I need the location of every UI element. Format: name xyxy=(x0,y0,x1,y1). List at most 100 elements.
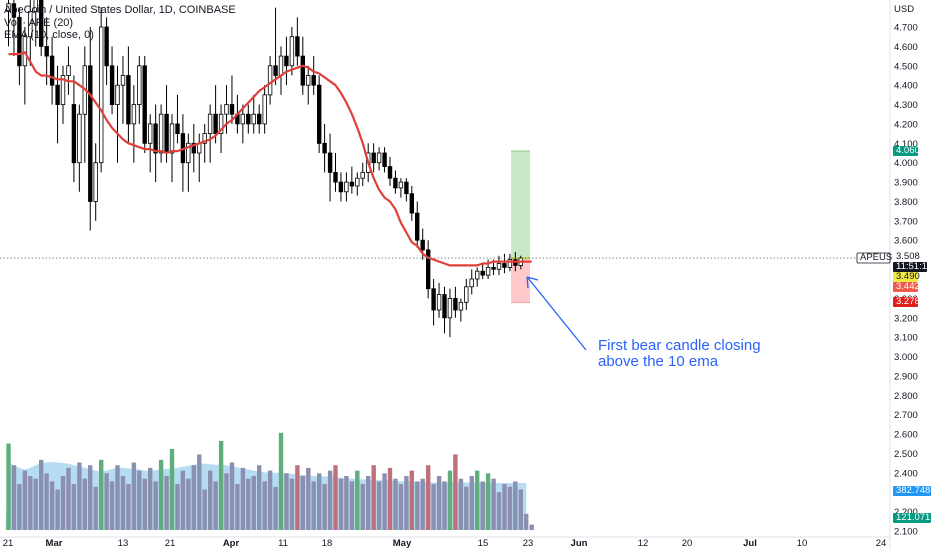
candle-body xyxy=(207,113,213,134)
entry-tag-text: 3.442 xyxy=(896,281,920,292)
candle-body xyxy=(491,266,496,270)
volume-bar xyxy=(436,476,442,530)
candle xyxy=(180,114,186,192)
candle xyxy=(93,143,98,221)
volume-bar xyxy=(257,465,262,530)
candle-body xyxy=(246,113,251,125)
volume-bar xyxy=(485,473,491,530)
volume-bar xyxy=(109,481,115,530)
volume-bar xyxy=(164,476,169,530)
candle xyxy=(344,172,349,202)
candle xyxy=(66,46,71,95)
candle-body xyxy=(376,152,382,164)
candle-body xyxy=(109,65,115,106)
volume-bar xyxy=(513,481,518,530)
volume-bar xyxy=(475,470,480,530)
price-tick-label: 2.400 xyxy=(894,468,918,479)
volume-bar xyxy=(371,465,376,530)
volume-bar xyxy=(262,481,267,530)
volume-bar xyxy=(218,440,224,530)
candle xyxy=(474,267,480,287)
candle-body xyxy=(355,177,360,187)
price-tick-label: 2.700 xyxy=(894,410,918,421)
candle xyxy=(137,56,142,124)
candle-body xyxy=(344,181,349,193)
ema-value-tag-bg xyxy=(893,272,918,282)
volume-bar xyxy=(300,476,305,530)
symbol-tag: APEUSD xyxy=(856,252,899,264)
target-zone xyxy=(511,151,530,259)
legend-volume[interactable]: Vol · APE (20) xyxy=(4,16,74,29)
candle xyxy=(82,46,87,163)
volume-bar xyxy=(295,465,300,530)
candle xyxy=(109,46,115,115)
volume-bar xyxy=(289,478,295,530)
volume-bar xyxy=(169,449,175,530)
candle xyxy=(267,56,273,105)
time-tick-label: Apr xyxy=(223,538,240,549)
candle-body xyxy=(17,16,22,67)
candle-body xyxy=(464,286,469,303)
volume-bar xyxy=(175,484,180,530)
legend-ema[interactable]: EMA (10, close, 0) xyxy=(4,29,94,41)
candle-body xyxy=(278,55,284,76)
candle-body xyxy=(158,113,164,154)
candle xyxy=(295,17,300,66)
volume-bar xyxy=(186,478,191,530)
time-tick-label: 21 xyxy=(3,538,14,549)
candle xyxy=(229,75,235,124)
volume-bar xyxy=(180,470,186,530)
candle-body xyxy=(442,294,447,319)
time-tick-label: 21 xyxy=(165,538,176,549)
legend-symbol[interactable]: ApeCoin / United States Dollar, 1D, COIN… xyxy=(4,4,236,16)
ema-value-tag-text: 3.490 xyxy=(896,271,920,282)
volume-ma-tag-text: 382.748K xyxy=(896,485,932,496)
volume-bar xyxy=(507,486,513,530)
volume-bar xyxy=(44,473,49,530)
volume-bar xyxy=(458,478,464,530)
price-tick-label: 2.100 xyxy=(894,527,918,538)
candle xyxy=(17,7,22,86)
candle-body xyxy=(414,212,420,241)
candle-body xyxy=(55,84,60,105)
volume-bar xyxy=(213,481,218,530)
volume-bar xyxy=(55,489,60,530)
volume-bar xyxy=(524,513,529,530)
price-tick-label: 4.300 xyxy=(894,100,918,111)
candle-body xyxy=(295,36,300,57)
volume-bar xyxy=(142,478,147,530)
candle-body xyxy=(469,278,474,288)
volume-bar xyxy=(153,481,158,530)
candle xyxy=(158,104,164,163)
volume-bar xyxy=(349,481,355,530)
candle xyxy=(186,133,191,192)
candle xyxy=(333,153,338,192)
candle-body xyxy=(289,36,295,67)
entry-tag: 3.442 xyxy=(893,281,920,292)
volume-bar xyxy=(278,432,284,530)
volume-bar xyxy=(355,470,360,530)
volume-bar xyxy=(398,484,404,530)
candle-body xyxy=(202,133,207,144)
candle xyxy=(120,56,126,124)
volume-bar xyxy=(366,476,371,530)
candle-body xyxy=(213,113,218,134)
candle-body xyxy=(338,181,344,193)
volume-bar xyxy=(71,484,77,530)
candle xyxy=(196,133,202,183)
price-tick-label: 4.700 xyxy=(894,23,918,34)
volume-bar xyxy=(229,462,235,530)
candle-body xyxy=(480,270,485,276)
volume-bar xyxy=(415,481,420,530)
countdown-tag: 11:51:16 xyxy=(893,261,932,272)
annotation-line-2: above the 10 ema xyxy=(598,353,719,370)
price-tick-label: 4.000 xyxy=(894,158,918,169)
volume-bar xyxy=(502,484,507,530)
candle-body xyxy=(425,249,431,290)
volume-bar xyxy=(104,473,109,530)
volume-bar xyxy=(491,478,496,530)
candle-body xyxy=(485,266,491,276)
time-axis[interactable]: 21 Mar 13 21 Apr 11 18 May 15 23 Jun 12 20 Jul 10 24 xyxy=(3,538,887,549)
volume-bar xyxy=(333,465,338,530)
